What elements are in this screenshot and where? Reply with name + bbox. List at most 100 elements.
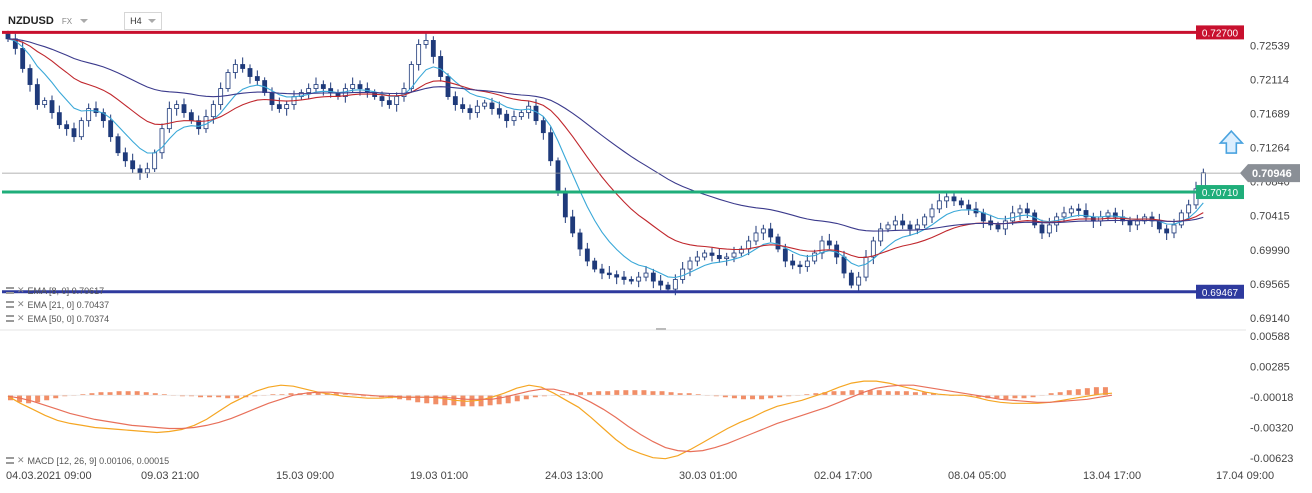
candle [944,196,950,202]
ema-legend-8[interactable]: ✕ EMA [8, 0] 0.70617 [6,285,104,296]
candle [878,228,884,242]
candle [958,200,964,206]
macd-histogram-bar [487,395,493,406]
macd-histogram-bar [216,395,222,398]
candle [306,88,312,93]
macd-histogram-bar [894,391,900,396]
candle [408,64,414,89]
macd-tick-label: 0.00588 [1250,331,1290,343]
candle [1024,208,1030,214]
macd-histogram-bar [89,393,95,396]
macd-histogram-bar [1021,395,1027,399]
macd-legend[interactable]: ✕ MACD [12, 26, 9] 0.00106, 0.00015 [6,455,169,466]
price-tick-label: 0.69140 [1250,313,1290,325]
candle [892,220,898,226]
macd-histogram-bar [912,392,918,396]
candle [577,232,583,250]
candle [753,232,759,242]
candle [760,228,766,234]
candle [804,260,810,268]
settings-icon[interactable] [6,301,14,308]
candle [995,224,1001,230]
macd-histogram-bar [1066,390,1072,396]
candle [980,212,986,222]
macd-histogram-bar [578,392,584,396]
settings-icon[interactable] [6,287,14,294]
level-tag-label: 0.72700 [1202,28,1239,39]
settings-icon[interactable] [6,457,14,464]
macd-histogram-bar [161,394,167,396]
macd-histogram-bar [270,394,276,396]
level-tag-support_mid [1196,185,1244,200]
close-icon[interactable]: ✕ [17,299,25,309]
x-tick-label: 04.03.2021 09:00 [6,470,92,482]
macd-histogram-bar [831,391,837,396]
macd-histogram-bar [632,390,638,396]
ema-legend-21[interactable]: ✕ EMA [21, 0] 0.70437 [6,299,109,310]
pane-resize-handle [656,328,666,330]
symbol-label[interactable]: NZDUSD [8,15,54,27]
candle [570,216,576,234]
macd-histogram-bar [722,395,728,398]
candle [826,240,832,246]
macd-histogram-bar [234,395,240,399]
candle [276,104,282,110]
candle [254,76,260,81]
candle [64,124,70,130]
candle [680,268,686,280]
macd-histogram-bar [505,395,511,404]
candle [951,196,957,202]
candle [166,108,172,130]
macd-histogram-bar [759,395,765,400]
candle [181,104,187,114]
macd-histogram-bar [360,395,366,397]
candle [614,274,620,278]
candle [386,100,392,106]
candle [687,260,693,270]
macd-histogram-bar [686,393,692,396]
candle [1076,208,1082,211]
macd-histogram-bar [1075,389,1081,396]
candle [1046,224,1052,234]
symbol-dropdown-icon[interactable] [80,19,89,23]
candle [174,104,180,110]
candle [130,160,136,170]
candle [768,228,774,238]
macd-histogram-bar [152,393,158,396]
macd-histogram-bar [650,391,656,396]
macd-histogram-bar [1012,395,1018,399]
candle [1105,212,1111,218]
close-icon[interactable]: ✕ [17,455,25,465]
x-tick-label: 19.03 01:00 [410,470,468,482]
candle [49,100,55,114]
candle [489,102,495,110]
candle [790,260,796,266]
settings-icon[interactable] [6,315,14,322]
macd-histogram-bar [1003,395,1009,400]
ema-legend-50[interactable]: ✕ EMA [50, 0] 0.70374 [6,313,109,324]
candle [658,280,664,286]
macd-histogram-bar [804,394,810,396]
candle [592,260,598,270]
timeframe-select[interactable]: H4 [124,12,162,30]
candle [599,268,605,274]
macd-histogram-bar [62,395,68,397]
candle [775,236,781,250]
macd-tick-label: -0.00623 [1250,453,1293,465]
candle [240,64,246,69]
candle [452,96,458,106]
candle [694,256,700,262]
close-icon[interactable]: ✕ [17,313,25,323]
macd-tick-label: -0.00018 [1250,392,1293,404]
macd-histogram-bar [496,395,502,405]
level-tag-label: 0.70710 [1202,188,1239,199]
close-icon[interactable]: ✕ [17,285,25,295]
candle [159,128,165,154]
candle [196,120,202,130]
candle [5,33,11,40]
candle [929,208,935,218]
macd-histogram-bar [35,395,41,403]
current-price-tag [1240,164,1300,183]
macd-histogram-bar [1084,388,1090,396]
candle [203,116,209,130]
